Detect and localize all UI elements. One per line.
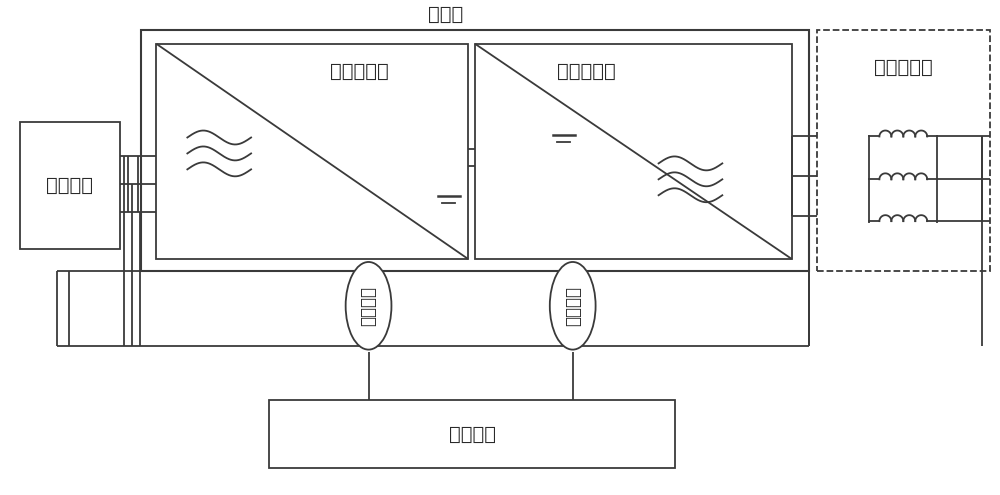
Bar (156, 44, 468, 259)
Bar (475, 44, 792, 259)
Bar (141, 30, 809, 271)
Text: 三相整流器: 三相整流器 (330, 62, 388, 81)
Text: 三相逆变器: 三相逆变器 (557, 62, 615, 81)
Ellipse shape (346, 262, 391, 349)
Text: 变流器: 变流器 (428, 5, 463, 24)
Ellipse shape (550, 262, 596, 349)
Text: 电压采样: 电压采样 (564, 286, 582, 326)
Text: 并网电抗器: 并网电抗器 (874, 58, 933, 77)
Bar (817, 30, 990, 271)
Bar (20, 122, 120, 249)
Text: 三相电网: 三相电网 (46, 176, 93, 195)
Bar (269, 400, 675, 468)
Text: 控制单元: 控制单元 (449, 425, 496, 444)
Text: 电流采样: 电流采样 (360, 286, 378, 326)
